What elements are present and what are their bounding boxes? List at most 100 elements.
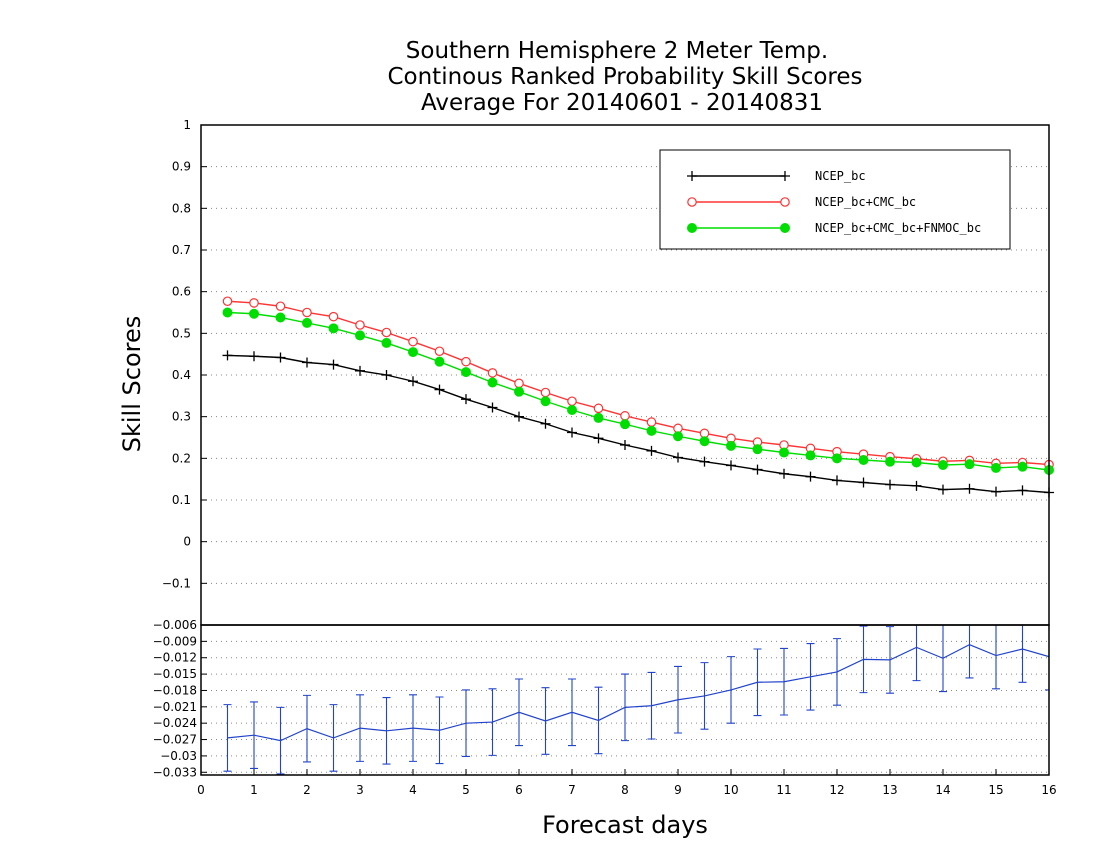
- data-point: [222, 296, 233, 307]
- top-y-tick-label: 0: [183, 535, 191, 549]
- data-point: [540, 418, 551, 429]
- error-bar: [700, 662, 709, 730]
- data-point: [222, 307, 233, 318]
- bottom-y-tick-label: −0.021: [153, 700, 197, 714]
- difference-series: [223, 625, 1049, 775]
- error-bar: [912, 625, 921, 682]
- error-bar: [435, 696, 444, 765]
- data-point: [249, 351, 259, 362]
- data-point: [461, 367, 471, 378]
- series-line: [227, 354, 1050, 494]
- data-point: [620, 419, 630, 430]
- bottom-y-tick-label: −0.006: [153, 618, 197, 632]
- legend-marker: [780, 171, 790, 181]
- data-point: [646, 445, 657, 456]
- top-y-tick-label: 0.1: [172, 493, 191, 507]
- data-point: [726, 460, 736, 471]
- bottom-y-tick-label: −0.015: [153, 667, 197, 681]
- data-point: [938, 484, 948, 495]
- data-point: [858, 477, 869, 488]
- data-point: [302, 357, 312, 368]
- data-point: [567, 396, 577, 407]
- legend-marker: [780, 223, 790, 233]
- data-point: [540, 396, 551, 407]
- data-point: [752, 464, 763, 475]
- data-point: [355, 365, 365, 376]
- error-bar: [356, 694, 364, 762]
- error-bar: [329, 704, 338, 772]
- y-axis-title: Skill Scores: [118, 316, 146, 453]
- data-point: [832, 453, 842, 464]
- data-point: [249, 308, 259, 319]
- bottom-y-tick-label: −0.03: [160, 749, 197, 763]
- data-point: [381, 370, 392, 380]
- data-point: [381, 327, 392, 338]
- data-point: [991, 462, 1001, 473]
- data-point: [328, 323, 339, 334]
- data-point: [805, 450, 816, 461]
- top-y-tick-label: −0.1: [162, 576, 191, 590]
- data-point: [487, 377, 498, 388]
- x-axis: 0 1 2 3 4 5 6 7 8 9 10 11 12 13 14 15 16: [197, 769, 1057, 797]
- x-axis-title: Forecast days: [542, 811, 708, 839]
- x-tick-label: 4: [409, 783, 417, 797]
- error-bar: [833, 638, 841, 706]
- x-tick-label: 13: [882, 783, 897, 797]
- top-y-tick-label: 0.3: [172, 410, 191, 424]
- data-point: [249, 298, 259, 308]
- series-2: [222, 307, 1054, 475]
- data-point: [408, 376, 418, 387]
- data-point: [434, 356, 445, 367]
- data-point: [911, 457, 922, 468]
- data-point: [699, 436, 710, 447]
- bottom-y-tick-label: −0.009: [153, 634, 197, 648]
- data-point: [646, 417, 657, 427]
- data-point: [726, 440, 736, 451]
- data-point: [408, 336, 418, 347]
- data-point: [302, 317, 312, 328]
- data-point: [381, 337, 392, 348]
- data-point: [832, 475, 842, 486]
- error-bar: [886, 626, 894, 694]
- data-point: [434, 384, 445, 395]
- top-y-axis: −0.1 0 0.1 0.2 0.3 0.4 0.5 0.6 0.7 0.8 0.9 1: [162, 118, 207, 590]
- top-y-tick-label: 0.7: [172, 243, 191, 257]
- error-bar: [647, 671, 656, 740]
- data-point: [540, 387, 551, 398]
- data-point: [593, 412, 604, 423]
- legend-label: NCEP_bc+CMC_bc: [815, 195, 916, 209]
- data-point: [805, 471, 816, 482]
- error-bar: [753, 648, 762, 717]
- error-bar: [409, 694, 417, 762]
- top-y-tick-label: 1: [183, 118, 191, 132]
- error-bar: [965, 625, 974, 679]
- data-point: [1017, 461, 1028, 472]
- legend-marker: [780, 197, 790, 207]
- data-point: [1017, 485, 1028, 496]
- data-point: [302, 307, 312, 318]
- data-point: [355, 330, 365, 341]
- error-bar: [462, 689, 470, 758]
- data-point: [222, 350, 233, 361]
- error-bar: [727, 656, 735, 724]
- x-tick-label: 7: [568, 783, 576, 797]
- data-point: [646, 425, 657, 436]
- error-bar: [859, 625, 868, 694]
- data-point: [911, 480, 922, 491]
- error-bar: [250, 701, 258, 770]
- legend-label: NCEP_bc+CMC_bc+FNMOC_bc: [815, 221, 981, 235]
- data-point: [408, 347, 418, 358]
- x-tick-label: 15: [988, 783, 1003, 797]
- error-bar: [674, 665, 682, 734]
- bottom-y-tick-label: −0.012: [153, 651, 197, 665]
- data-point: [328, 311, 339, 322]
- legend-marker: [687, 197, 697, 207]
- x-tick-label: 3: [356, 783, 364, 797]
- error-bar: [276, 706, 285, 775]
- data-point: [858, 455, 869, 465]
- top-y-tick-label: 0.6: [172, 285, 191, 299]
- data-point: [699, 456, 710, 467]
- x-tick-label: 8: [621, 783, 629, 797]
- top-y-tick-label: 0.4: [172, 368, 191, 382]
